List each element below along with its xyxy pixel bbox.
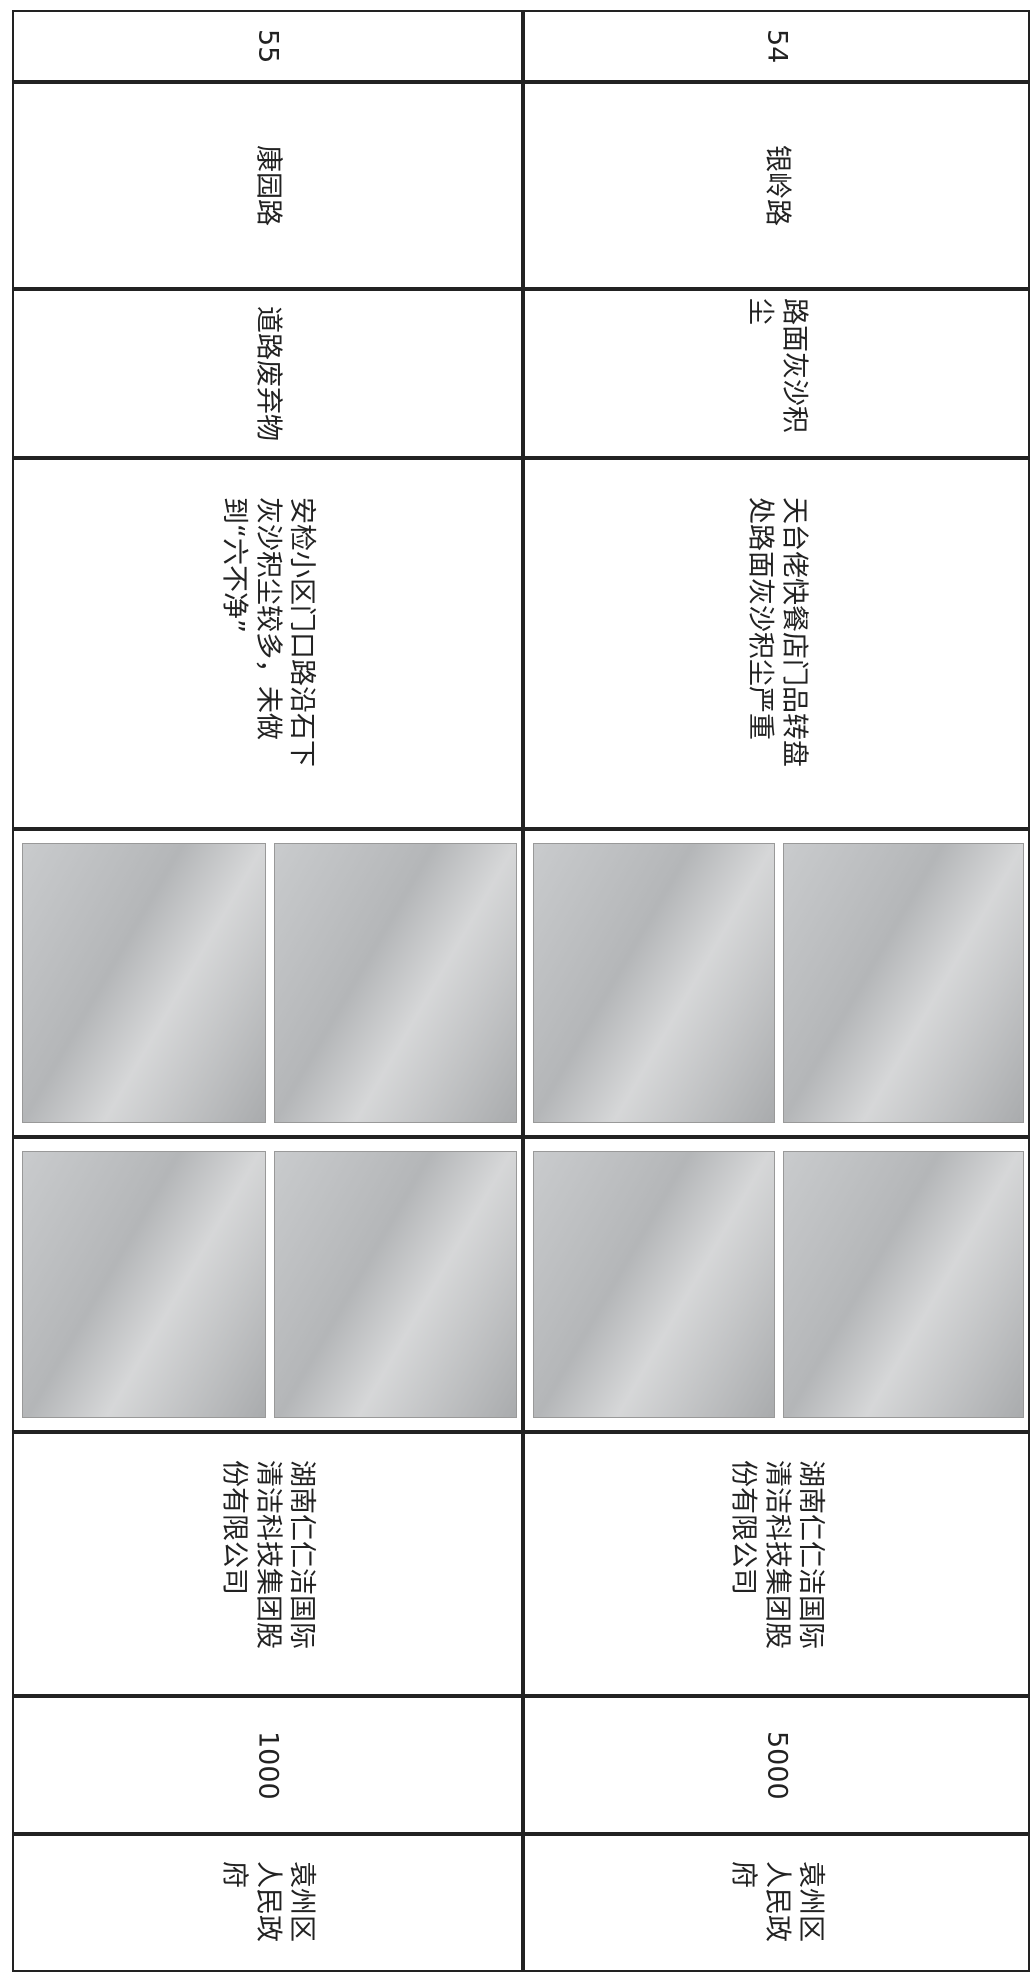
photo-cell: [523, 829, 1030, 1137]
amount: 5000: [761, 1730, 793, 1800]
photo: [533, 843, 775, 1123]
issue: 路面灰沙积尘: [744, 297, 810, 433]
no: 55: [252, 28, 284, 64]
road-cell: 银岭路: [523, 82, 1030, 289]
company-cell: 湖南仁仁洁国际清洁科技集团股份有限公司: [12, 1432, 523, 1696]
description: 安检小区门口路沿石下灰沙积尘较多，未做到“六不净”: [218, 496, 318, 767]
description-cell: 安检小区门口路沿石下灰沙积尘较多，未做到“六不净”: [12, 458, 523, 829]
photo: [273, 843, 517, 1123]
amount-cell: 1000: [12, 1696, 523, 1834]
company-cell: 湖南仁仁洁国际清洁科技集团股份有限公司: [523, 1432, 1030, 1696]
no-cell: 55: [12, 10, 523, 82]
photo: [782, 843, 1024, 1123]
amount: 1000: [252, 1730, 284, 1800]
photo: [533, 1151, 775, 1418]
no: 54: [761, 28, 793, 64]
description-cell: 天台佬快餐店门品转盘处路面灰沙积尘严重: [523, 458, 1030, 829]
description: 天台佬快餐店门品转盘处路面灰沙积尘严重: [744, 496, 810, 767]
authority: 袁州区人民政府: [727, 1861, 827, 1943]
road: 银岭路: [761, 145, 793, 226]
authority-cell: 袁州区人民政府: [523, 1834, 1030, 1972]
issue-cell: 道路废弃物: [12, 289, 523, 458]
company: 湖南仁仁洁国际清洁科技集团股份有限公司: [727, 1460, 827, 1649]
road: 康园路: [252, 145, 284, 226]
photo-cell: [523, 1137, 1030, 1432]
authority: 袁州区人民政府: [218, 1861, 318, 1943]
amount-cell: 5000: [523, 1696, 1030, 1834]
photo: [782, 1151, 1024, 1418]
no-cell: 54: [523, 10, 1030, 82]
authority-cell: 袁州区人民政府: [12, 1834, 523, 1972]
issue: 道路废弃物: [252, 306, 284, 441]
issue-cell: 路面灰沙积尘: [523, 289, 1030, 458]
photo: [22, 843, 266, 1123]
photo: [22, 1151, 266, 1418]
company: 湖南仁仁洁国际清洁科技集团股份有限公司: [218, 1460, 318, 1649]
photo-cell: [12, 829, 523, 1137]
photo: [273, 1151, 517, 1418]
road-cell: 康园路: [12, 82, 523, 289]
photo-cell: [12, 1137, 523, 1432]
